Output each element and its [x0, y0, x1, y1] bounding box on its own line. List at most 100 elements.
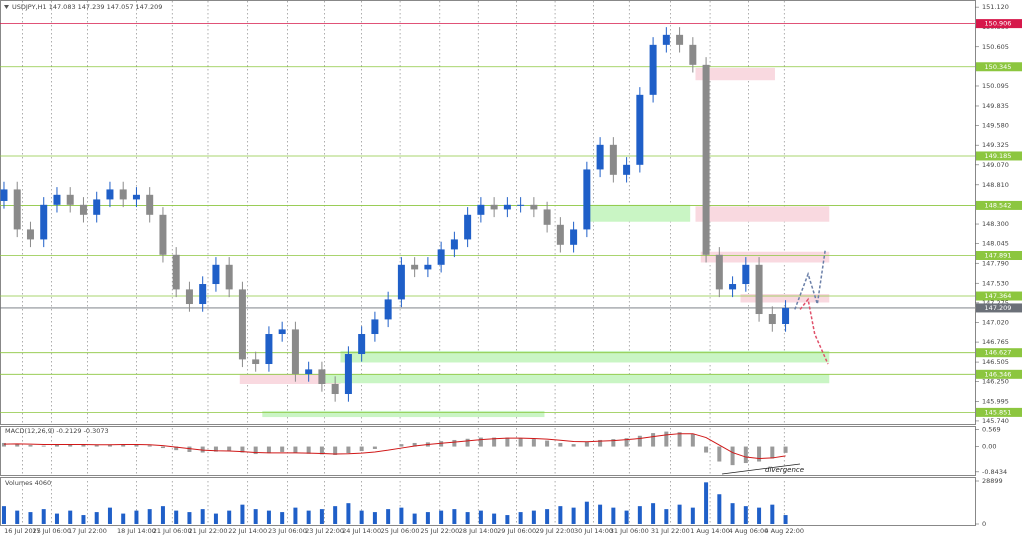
macd-bar [664, 431, 669, 447]
macd-bar [518, 438, 523, 447]
volume-bar [372, 512, 377, 524]
macd-bar [227, 446, 232, 451]
volume-bar [478, 510, 483, 524]
volume-bar [465, 512, 470, 524]
x-tick-label: 21 Jul 06:00 [153, 527, 192, 535]
macd-signal [3, 433, 786, 460]
volume-bar [174, 510, 179, 524]
macd-bar [492, 437, 497, 447]
macd-bar [611, 439, 616, 447]
y-tick-label: 150.095 [982, 82, 1009, 90]
macd-bar [15, 443, 20, 447]
volume-bar [704, 482, 709, 524]
candle-body [371, 319, 379, 335]
candle-body [782, 307, 790, 325]
candle-body [556, 224, 564, 245]
x-tick-label: 23 Jul 06:00 [268, 527, 307, 535]
volume-bar [531, 510, 536, 524]
volume-bar [598, 504, 603, 524]
volume-bar [558, 506, 563, 524]
macd-bar [1, 442, 6, 447]
x-tick-label: 30 Jul 14:00 [574, 527, 613, 535]
volume-bar [571, 507, 576, 524]
x-tick-label: 28 Jul 14:00 [459, 527, 498, 535]
macd-bar [637, 435, 642, 447]
macd-bar [372, 446, 377, 449]
level-label: 149.185 [985, 152, 1012, 160]
level-label-box [976, 407, 1022, 417]
volume-bar [545, 509, 550, 524]
candle-body [596, 144, 604, 170]
candle-body [503, 204, 511, 210]
candle-body [517, 204, 525, 206]
macd-bar [333, 446, 338, 455]
volume-bar [611, 507, 616, 524]
level-label: 150.906 [985, 20, 1012, 28]
volume-bar [253, 509, 258, 524]
candle-body [530, 204, 538, 210]
chart-title: USDJPY,H1 147.083 147.239 147.057 147.20… [12, 3, 162, 11]
volume-bar [664, 509, 669, 524]
candle-body [40, 204, 48, 240]
candle-body [291, 329, 299, 375]
volume-bar [452, 509, 457, 524]
y-tick-label: 146.505 [982, 358, 1009, 366]
volume-bar [280, 512, 285, 524]
candle-body [53, 194, 61, 205]
y-tick-label: 145.995 [982, 397, 1009, 405]
level-label: 146.627 [985, 349, 1012, 357]
level-label: 148.542 [985, 201, 1012, 209]
candle-body [649, 44, 657, 95]
candle-body [26, 229, 34, 240]
volume-bar [425, 512, 430, 524]
volume-bar [359, 510, 364, 524]
macd-bar [783, 446, 788, 453]
level-label: 150.345 [985, 63, 1012, 71]
volume-title: Volumes 4060 [5, 479, 51, 487]
candle-body [212, 264, 220, 285]
menu-icon [4, 5, 9, 9]
candle-body [384, 299, 392, 320]
zone [740, 294, 830, 303]
candle-body [570, 229, 578, 245]
candle-body [464, 214, 472, 240]
macd-bar [465, 438, 470, 447]
macd-bar [107, 444, 112, 447]
macd-bar [174, 446, 179, 451]
x-tick-label: 29 Jul 22:00 [536, 527, 575, 535]
candle-body [0, 189, 8, 201]
volume-bar [240, 504, 245, 524]
x-tick-label: 17 Jul 22:00 [68, 527, 107, 535]
candle-body [583, 169, 591, 230]
y-tick-label: 149.325 [982, 141, 1009, 149]
level-label-box [976, 19, 1022, 29]
volume-bar [41, 509, 46, 524]
volume-bar [227, 510, 232, 524]
level-label: 147.209 [985, 304, 1012, 312]
x-tick-label: 4 Aug 22:00 [764, 527, 804, 535]
macd-bar [306, 446, 311, 454]
candle-body [252, 359, 260, 365]
macd-bar [770, 446, 775, 459]
candle-body [225, 264, 233, 290]
volume-bar [651, 503, 656, 524]
macd-bar [94, 445, 99, 447]
candle-body [676, 34, 684, 45]
volume-bar [213, 513, 218, 524]
volume-bar [81, 515, 86, 524]
y-tick-label: 150.605 [982, 43, 1009, 51]
volume-bar [333, 506, 338, 524]
volume-bar [770, 504, 775, 524]
candle-body [715, 254, 723, 290]
x-tick-label: 16 Jul 2025 [4, 527, 41, 535]
candle-body [132, 194, 140, 200]
candle-body [331, 384, 339, 395]
volume-bar [783, 515, 788, 524]
macd-bar [677, 432, 682, 447]
candle-body [662, 34, 670, 45]
macd-bar [439, 441, 444, 447]
y-tick-label: 148.045 [982, 240, 1009, 248]
macd-bar [690, 433, 695, 447]
x-tick-label: 1 Aug 14:00 [690, 527, 730, 535]
